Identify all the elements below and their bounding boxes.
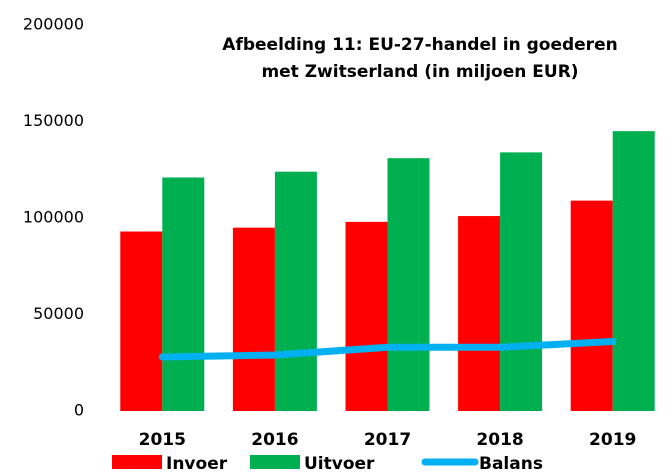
- bar: [162, 177, 205, 411]
- y-tick-label: 50000: [33, 304, 84, 323]
- bar: [274, 171, 317, 411]
- chart-title: met Zwitserland (in miljoen EUR): [261, 62, 578, 82]
- x-tick-label: 2018: [476, 430, 523, 450]
- bar: [345, 221, 388, 411]
- legend-label: Invoer: [166, 454, 228, 474]
- x-tick-label: 2017: [364, 430, 411, 450]
- x-tick-label: 2015: [139, 430, 186, 450]
- y-tick-label: 150000: [23, 111, 84, 130]
- chart-title: Afbeelding 11: EU-27-handel in goederen: [222, 35, 617, 55]
- bar: [500, 152, 543, 411]
- bar: [232, 227, 275, 411]
- y-tick-label: 100000: [23, 208, 84, 227]
- x-tick-label: 2019: [589, 430, 636, 450]
- bar: [458, 216, 501, 411]
- y-tick-label: 0: [74, 401, 84, 420]
- line: [158, 338, 617, 361]
- legend-label: Uitvoer: [304, 454, 375, 474]
- x-tick-label: 2016: [251, 430, 298, 450]
- bar: [120, 231, 163, 411]
- bar: [612, 131, 655, 411]
- y-tick-label: 200000: [23, 15, 84, 34]
- legend-swatch: [112, 455, 162, 469]
- legend-swatch: [250, 455, 300, 469]
- legend-label: Balans: [479, 454, 543, 474]
- bar: [570, 200, 613, 411]
- bar: [387, 158, 430, 411]
